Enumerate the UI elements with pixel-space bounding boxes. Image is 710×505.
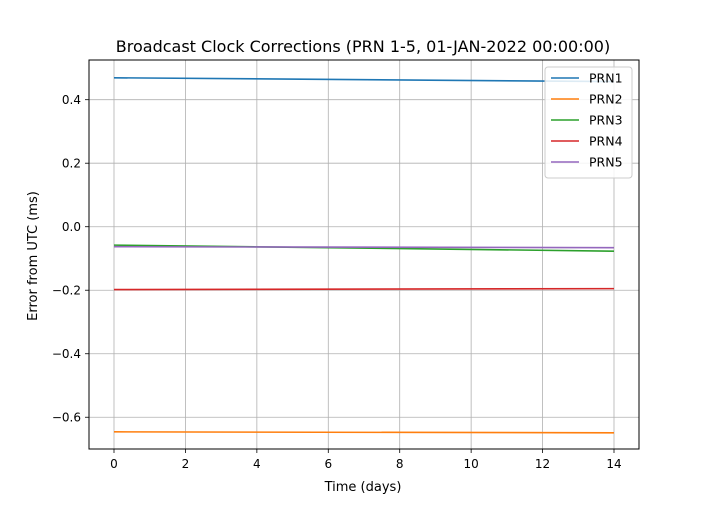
legend-label: PRN4 xyxy=(589,134,623,149)
x-tick-label: 2 xyxy=(182,457,190,471)
x-tick-label: 4 xyxy=(253,457,261,471)
y-tick-label: −0.2 xyxy=(52,284,81,298)
x-tick-label: 12 xyxy=(535,457,550,471)
y-tick-label: 0.0 xyxy=(62,220,81,234)
y-tick-label: −0.4 xyxy=(52,347,81,361)
x-tick-label: 0 xyxy=(110,457,118,471)
legend-label: PRN3 xyxy=(589,113,623,128)
legend-label: PRN1 xyxy=(589,71,623,86)
series-line-prn5 xyxy=(113,245,615,249)
x-axis: 0 2 4 6 8 10 12 14 xyxy=(110,449,622,471)
legend-label: PRN2 xyxy=(589,92,623,107)
y-axis-label: Error from UTC (ms) xyxy=(26,191,41,321)
y-tick-label: −0.6 xyxy=(52,411,81,425)
x-tick-label: 8 xyxy=(396,457,404,471)
y-axis: −0.6 −0.4 −0.2 0.0 0.2 0.4 xyxy=(52,93,89,425)
series-line-prn1 xyxy=(113,76,615,83)
chart-title: Broadcast Clock Corrections (PRN 1-5, 01… xyxy=(116,37,610,56)
plot-frame xyxy=(88,59,640,450)
series-line-prn2 xyxy=(113,431,615,434)
legend-label: PRN5 xyxy=(589,155,623,170)
y-tick-label: 0.2 xyxy=(62,157,81,171)
x-tick-label: 6 xyxy=(324,457,332,471)
series-line-prn4 xyxy=(113,287,615,291)
x-axis-label: Time (days) xyxy=(324,480,402,495)
series-lines xyxy=(113,76,615,434)
x-tick-label: 14 xyxy=(606,457,621,471)
y-tick-label: 0.4 xyxy=(62,93,81,107)
legend: PRN1 PRN2 PRN3 PRN4 PRN5 xyxy=(544,66,633,179)
x-tick-label: 10 xyxy=(464,457,479,471)
legend-box xyxy=(544,66,633,179)
